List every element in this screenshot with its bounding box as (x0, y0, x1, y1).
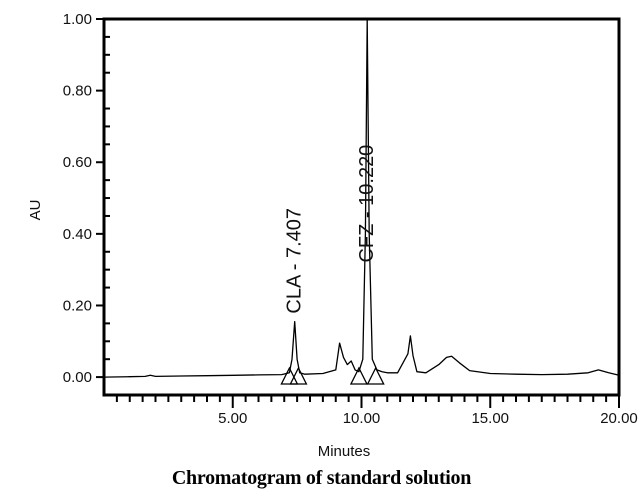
chromatogram-trace (103, 18, 620, 378)
x-tick-label: 5.00 (218, 410, 247, 427)
baseline-marker (280, 366, 299, 385)
baseline-marker (349, 366, 368, 385)
x-tick-label: 15.00 (471, 410, 509, 427)
series-group (103, 18, 620, 378)
baseline-markers (280, 366, 385, 385)
x-axis-ticks: 5.00 10.00 15.00 20.00 (115, 395, 638, 427)
baseline-marker (289, 366, 308, 385)
peak-label: CFZ - 10.220 (356, 145, 378, 263)
chromatogram-chart: 0.00 0.20 0.40 0.60 0.80 1.00 5.00 10.00 15.00 2… (27, 11, 638, 460)
peak-labels: CLA - 7.407 CFZ - 10.220 (284, 145, 378, 314)
peak-label: CLA - 7.407 (284, 208, 306, 314)
y-axis-ticks: 0.00 0.20 0.40 0.60 0.80 1.00 (63, 11, 110, 386)
y-tick-label: 0.00 (63, 369, 92, 386)
y-tick-label: 0.40 (63, 226, 92, 243)
x-tick-label: 10.00 (343, 410, 381, 427)
y-tick-label: 1.00 (63, 11, 92, 28)
y-tick-label: 0.80 (63, 83, 92, 100)
y-tick-label: 0.20 (63, 297, 92, 314)
chart-caption: Chromatogram of standard solution (171, 467, 472, 489)
baseline-marker (366, 366, 385, 385)
x-axis-label: Minutes (318, 443, 371, 460)
y-axis-label: AU (27, 200, 44, 221)
y-tick-label: 0.60 (63, 154, 92, 171)
x-tick-label: 20.00 (600, 410, 638, 427)
